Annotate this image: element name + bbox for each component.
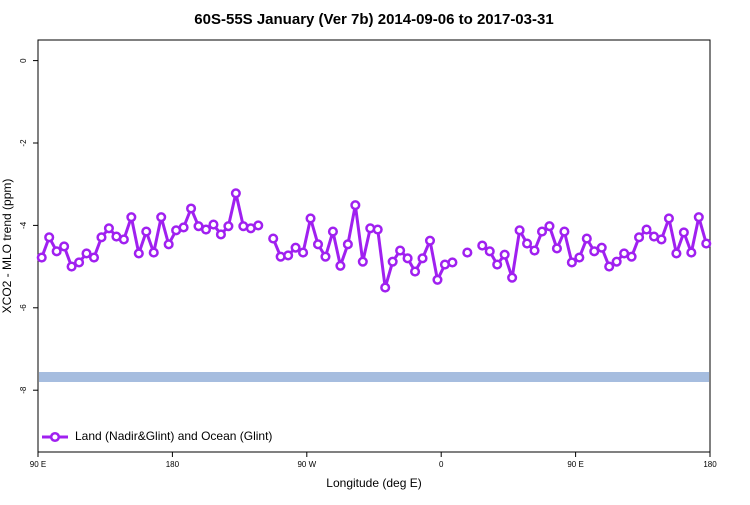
data-point xyxy=(402,253,413,264)
data-point xyxy=(342,239,353,250)
data-point xyxy=(44,232,55,243)
data-point xyxy=(432,274,443,285)
data-point xyxy=(693,212,704,223)
data-point xyxy=(320,251,331,262)
data-point xyxy=(298,247,309,258)
data-point xyxy=(305,213,316,224)
data-point xyxy=(283,250,294,261)
data-point xyxy=(551,243,562,254)
series-line xyxy=(40,191,708,290)
data-point xyxy=(656,234,667,245)
data-point xyxy=(141,226,152,237)
y-tick-label: -6 xyxy=(19,304,28,312)
data-point xyxy=(589,246,600,257)
data-point xyxy=(178,222,189,233)
y-tick-label: 0 xyxy=(19,58,28,63)
data-point xyxy=(522,238,533,249)
y-axis-label: XCO2 - MLO trend (ppm) xyxy=(0,179,14,314)
y-tick-label: -2 xyxy=(19,139,28,147)
data-point xyxy=(230,188,241,199)
data-point xyxy=(253,220,264,231)
data-point xyxy=(604,261,615,272)
x-tick-label: 0 xyxy=(439,460,444,469)
data-point xyxy=(156,212,167,223)
data-point xyxy=(372,224,383,235)
data-point xyxy=(507,272,518,283)
data-point xyxy=(59,241,70,252)
data-point xyxy=(208,219,219,230)
data-point xyxy=(447,257,458,268)
data-point xyxy=(36,252,47,263)
legend-label: Land (Nadir&Glint) and Ocean (Glint) xyxy=(75,429,272,443)
data-point xyxy=(380,282,391,293)
data-point xyxy=(268,233,279,244)
y-tick-label: -4 xyxy=(19,221,28,229)
data-point xyxy=(566,257,577,268)
data-point xyxy=(514,225,525,236)
data-point xyxy=(611,256,622,267)
data-point xyxy=(410,266,421,277)
data-point xyxy=(581,233,592,244)
data-point xyxy=(163,239,174,250)
data-point xyxy=(290,242,301,253)
data-point xyxy=(51,246,62,257)
legend-marker xyxy=(49,431,61,443)
data-point xyxy=(484,246,495,257)
data-point xyxy=(312,239,324,250)
data-point xyxy=(536,226,548,237)
data-point xyxy=(701,238,712,249)
data-point xyxy=(678,227,689,238)
data-point xyxy=(559,226,570,237)
data-point xyxy=(133,248,144,259)
data-point xyxy=(350,200,361,211)
data-point xyxy=(148,247,159,258)
data-point xyxy=(596,242,607,253)
data-point xyxy=(327,226,338,237)
data-point xyxy=(663,213,674,224)
data-point xyxy=(66,261,77,272)
data-point xyxy=(462,247,473,258)
data-point xyxy=(81,248,92,259)
data-point xyxy=(74,257,85,268)
data-point xyxy=(223,221,234,232)
data-point xyxy=(96,232,107,243)
data-point xyxy=(424,235,436,246)
data-point xyxy=(103,223,114,234)
data-point xyxy=(529,245,540,256)
x-tick-label: 180 xyxy=(166,460,180,469)
data-point xyxy=(574,252,585,263)
data-point xyxy=(215,229,226,240)
data-point xyxy=(671,248,682,259)
data-point xyxy=(634,232,645,243)
data-point xyxy=(417,253,428,264)
data-point xyxy=(357,256,368,267)
data-point xyxy=(118,234,129,245)
data-point xyxy=(626,251,637,262)
data-point xyxy=(126,212,137,223)
data-point xyxy=(499,249,510,260)
data-point xyxy=(686,247,697,258)
data-point xyxy=(88,252,100,263)
data-point xyxy=(477,240,488,251)
x-tick-label: 90 E xyxy=(30,460,46,469)
x-axis-label: Longitude (deg E) xyxy=(326,476,421,490)
y-tick-label: -8 xyxy=(19,386,28,394)
x-tick-label: 90 E xyxy=(567,460,583,469)
data-point xyxy=(186,203,197,214)
data-point xyxy=(395,245,406,256)
data-point xyxy=(492,259,503,270)
data-point xyxy=(387,256,398,267)
chart-title: 60S-55S January (Ver 7b) 2014-09-06 to 2… xyxy=(194,11,553,28)
data-point xyxy=(335,260,346,271)
data-point xyxy=(200,224,212,235)
data-point xyxy=(641,224,652,235)
data-point xyxy=(544,221,555,232)
x-tick-label: 180 xyxy=(703,460,717,469)
x-tick-label: 90 W xyxy=(297,460,316,469)
